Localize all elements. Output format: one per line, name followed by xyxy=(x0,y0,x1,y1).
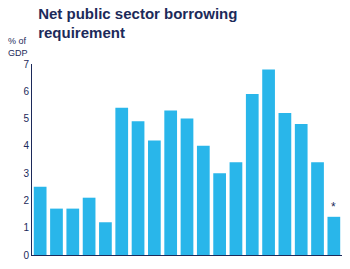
svg-text:3: 3 xyxy=(23,168,29,179)
svg-text:% ofGDP: % ofGDP xyxy=(8,36,28,58)
svg-text:0: 0 xyxy=(23,250,29,261)
svg-text:7: 7 xyxy=(23,59,29,70)
svg-text:Net public sector borrowingreq: Net public sector borrowingrequirement xyxy=(38,5,237,42)
svg-text:*: * xyxy=(331,200,336,214)
svg-text:2: 2 xyxy=(23,195,29,206)
svg-text:1: 1 xyxy=(23,222,29,233)
svg-text:5: 5 xyxy=(23,113,29,124)
svg-text:6: 6 xyxy=(23,86,29,97)
svg-text:4: 4 xyxy=(23,140,29,151)
